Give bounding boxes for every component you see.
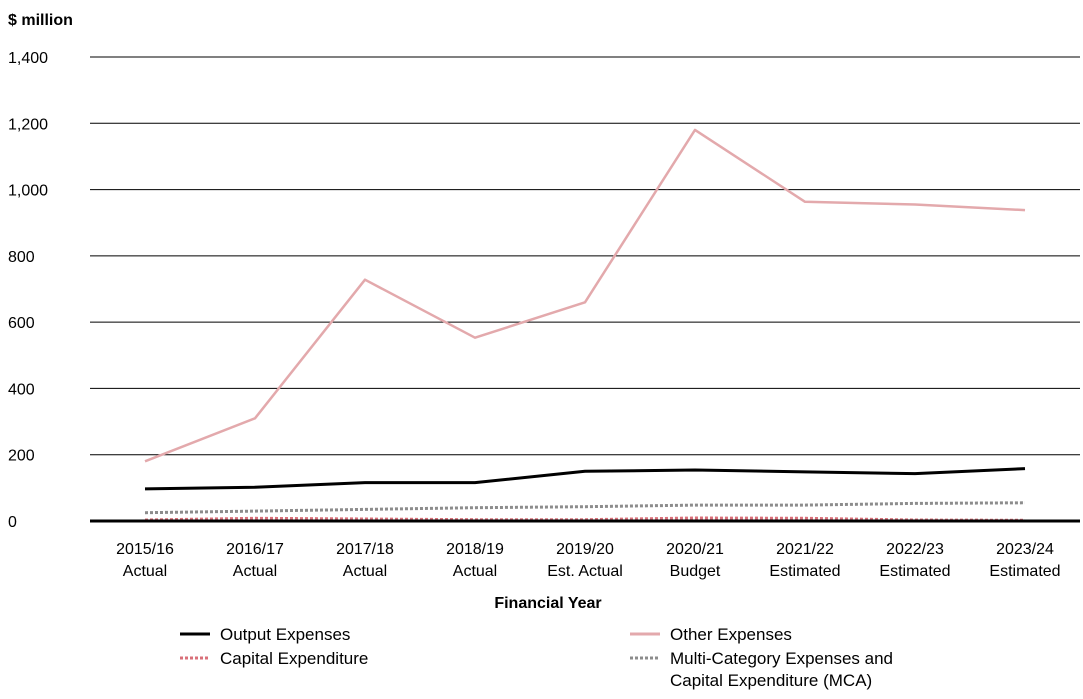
y-tick-label: 600 [8,315,35,332]
series-line-0 [144,467,1026,491]
x-tick-label: 2015/16 Actual [116,541,174,580]
y-unit-label: $ million [8,12,73,29]
x-tick-label: 2023/24 Estimated [989,541,1060,580]
y-tick-label: 1,200 [8,116,48,133]
x-tick-label: 2019/20 Est. Actual [547,541,623,580]
x-axis-title: Financial Year [494,595,601,612]
y-tick-label: 1,400 [8,50,48,67]
y-tick-label: 400 [8,381,35,398]
gridlines [90,56,1080,456]
x-tick-label: 2017/18 Actual [336,541,394,580]
legend-label: Multi-Category Expenses and Capital Expen… [670,649,893,690]
series-line-3 [144,501,1026,515]
x-tick-label: 2021/22 Estimated [769,541,840,580]
y-tick-label: 200 [8,448,35,465]
y-tick-label: 0 [8,514,17,531]
y-axis-ticks: 0 200 400 600 800 1,000 1,200 1,400 [8,50,48,531]
series-lines [144,128,1026,522]
legend: Output Expenses Other Expenses Capital Exp… [180,625,893,690]
x-tick-label: 2018/19 Actual [446,541,504,580]
x-tick-label: 2016/17 Actual [226,541,284,580]
series-line-1 [144,128,1026,463]
legend-label: Other Expenses [670,625,792,644]
x-axis-ticks: 2015/16 Actual 2016/17 Actual 2017/18 Actual 2… [116,541,1060,580]
x-tick-label: 2022/23 Estimated [879,541,950,580]
legend-label: Capital Expenditure [220,649,368,668]
legend-label: Output Expenses [220,625,350,644]
x-tick-label: 2020/21 Budget [666,541,724,580]
y-tick-label: 800 [8,249,35,266]
y-tick-label: 1,000 [8,183,48,200]
